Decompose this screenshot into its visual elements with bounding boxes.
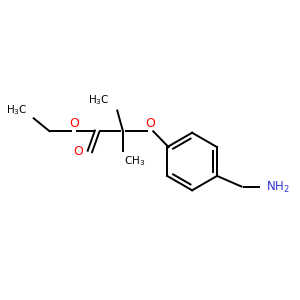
- Text: O: O: [73, 145, 83, 158]
- Text: H$_3$C: H$_3$C: [88, 93, 110, 107]
- Text: O: O: [69, 117, 79, 130]
- Text: H$_3$C: H$_3$C: [6, 103, 28, 117]
- Text: O: O: [146, 117, 155, 130]
- Text: CH$_3$: CH$_3$: [124, 154, 146, 168]
- Text: NH$_2$: NH$_2$: [266, 180, 290, 195]
